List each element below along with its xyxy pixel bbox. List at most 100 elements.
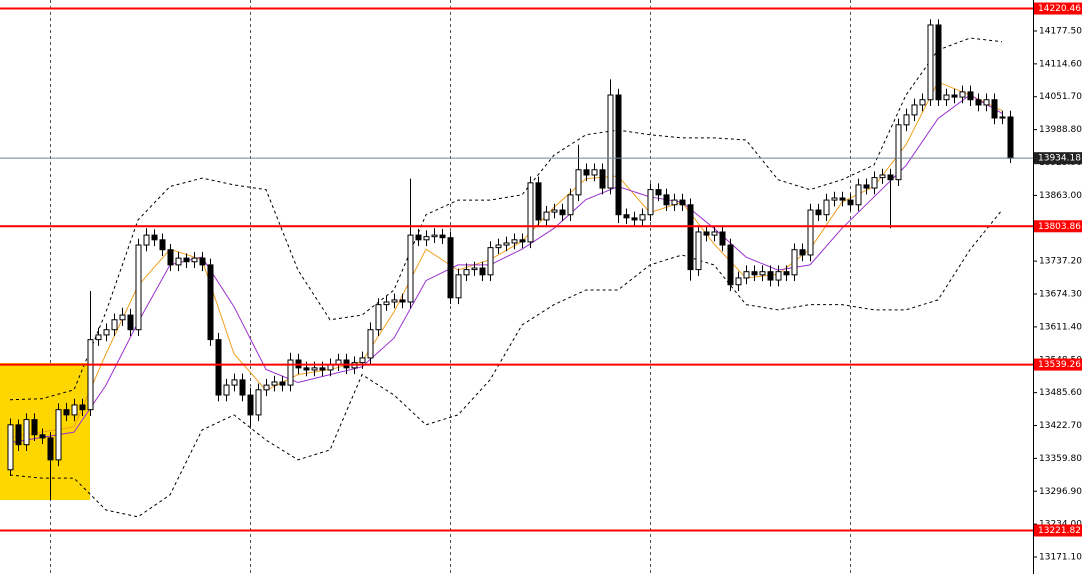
candle-body <box>527 182 534 243</box>
candle-body <box>575 169 582 196</box>
candle-body <box>383 301 390 306</box>
candle-body <box>847 199 854 206</box>
candle-body <box>183 257 190 263</box>
candle-body <box>623 214 630 219</box>
candle-body <box>639 214 646 221</box>
candle-body <box>927 24 934 101</box>
candle-body <box>663 194 670 206</box>
candle-body <box>831 197 838 201</box>
candle-body <box>679 199 686 206</box>
y-tick-label: 13171.10 <box>1039 553 1082 563</box>
candle-body <box>271 381 278 386</box>
candle-body <box>191 257 198 263</box>
candle-body <box>647 189 654 216</box>
candle-body <box>823 199 830 216</box>
candle-body <box>63 409 70 416</box>
y-tick-label: 13296.90 <box>1039 487 1082 497</box>
candle-body <box>519 239 526 243</box>
candle-body <box>935 24 942 101</box>
candle-body <box>671 199 678 206</box>
candle-body <box>175 257 182 266</box>
candle-body <box>223 384 230 396</box>
candle-body <box>559 209 566 216</box>
candle-body <box>783 271 790 276</box>
candle-body <box>471 267 478 271</box>
y-tick-label: 13422.70 <box>1039 421 1082 431</box>
y-tick-label: 13611.40 <box>1039 322 1082 332</box>
candle-body <box>735 277 742 286</box>
candle-body <box>359 357 366 364</box>
y-tick-label: 14051.70 <box>1039 92 1082 102</box>
candle-body <box>999 116 1006 119</box>
candle-body <box>855 184 862 206</box>
candle-body <box>151 234 158 241</box>
level-label: 13221.82 <box>1038 526 1081 536</box>
candle-body <box>159 239 166 251</box>
candle-body <box>119 314 126 321</box>
candle-body <box>807 209 814 256</box>
candle-body <box>71 404 78 416</box>
candle-body <box>1007 116 1014 159</box>
candle-body <box>711 231 718 236</box>
candle-body <box>967 91 974 101</box>
level-box <box>1034 358 1082 371</box>
candle-body <box>87 339 94 411</box>
candle-body <box>447 237 454 299</box>
candle-body <box>247 394 254 416</box>
indicator-line <box>9 94 1003 444</box>
candle-body <box>799 249 806 256</box>
level-box <box>1034 220 1082 233</box>
candle-body <box>775 271 782 281</box>
candle-body <box>767 271 774 281</box>
y-tick-label: 13359.80 <box>1039 454 1082 464</box>
candle-body <box>7 424 14 471</box>
candle-body <box>743 271 750 279</box>
candle-body <box>479 267 486 276</box>
candle-body <box>871 177 878 189</box>
y-tick-label: 13863.00 <box>1039 191 1082 201</box>
level-label: 13539.26 <box>1038 360 1081 370</box>
candle-body <box>607 94 614 189</box>
candle-body <box>23 419 30 446</box>
candle-body <box>911 104 918 116</box>
candle-body <box>319 367 326 371</box>
candle-body <box>255 389 262 416</box>
candle-body <box>567 194 574 216</box>
candle-body <box>215 339 222 396</box>
indicator-line <box>9 209 1003 518</box>
candle-body <box>951 94 958 98</box>
candle-body <box>391 299 398 303</box>
candle-body <box>543 211 550 221</box>
candle-body <box>879 174 886 179</box>
candle-body <box>167 249 174 266</box>
candle-body <box>839 197 846 201</box>
candle-body <box>111 319 118 331</box>
candle-body <box>751 271 758 276</box>
candle-body <box>487 247 494 276</box>
candle-body <box>583 169 590 176</box>
candle-body <box>631 217 638 221</box>
candle-body <box>463 269 470 276</box>
candle-body <box>39 434 46 439</box>
candle-body <box>591 169 598 176</box>
candle-body <box>511 239 518 244</box>
level-label: 14220.46 <box>1038 4 1081 14</box>
candle-body <box>759 271 766 276</box>
candle-body <box>919 99 926 106</box>
level-box <box>1034 524 1082 537</box>
candle-body <box>239 379 246 396</box>
candle-body <box>615 94 622 216</box>
candle-body <box>599 169 606 189</box>
candle-body <box>207 264 214 341</box>
y-tick-label: 13485.60 <box>1039 388 1082 398</box>
candle-body <box>791 249 798 276</box>
candle-body <box>415 234 422 241</box>
candle-body <box>311 367 318 371</box>
candle-body <box>103 329 110 336</box>
candle-body <box>303 367 310 371</box>
candle-body <box>143 234 150 246</box>
candle-body <box>983 99 990 106</box>
candle-body <box>135 244 142 331</box>
